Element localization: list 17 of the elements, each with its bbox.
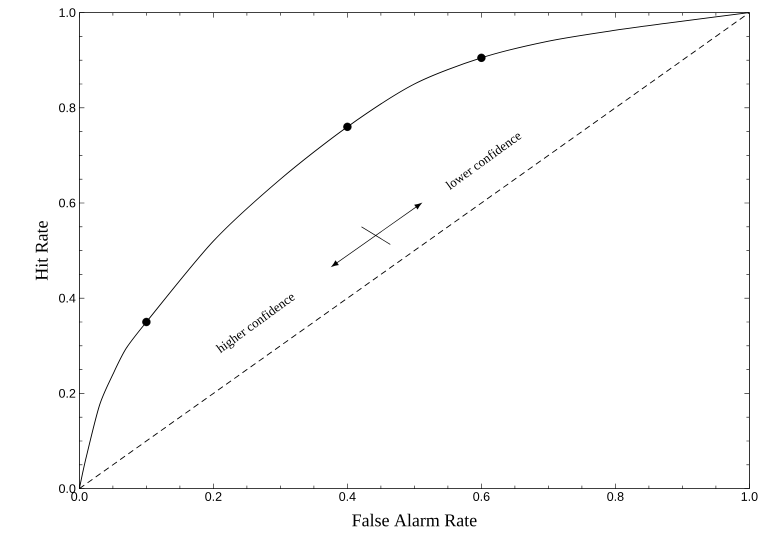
point: [343, 122, 352, 132]
x-axis-title: False Alarm Rate: [352, 514, 477, 526]
y-tick-label: 0.0: [59, 484, 76, 494]
x-tick-label: 0.2: [205, 492, 222, 501]
y-tick-label: 0.2: [59, 389, 76, 398]
x-tick-label: 0.4: [339, 492, 356, 501]
y-tick-label: 0.6: [59, 198, 76, 208]
y-tick-label: 0.4: [59, 294, 76, 303]
point: [477, 54, 486, 62]
x-tick-label: 0.8: [607, 492, 624, 501]
y-axis-title: Hit Rate: [36, 221, 48, 280]
x-tick-label: 1.0: [742, 492, 758, 501]
x-tick-label: 0.6: [473, 492, 490, 501]
point: [142, 318, 151, 326]
x-tick-label: 0.0: [71, 492, 88, 501]
y-tick-label: 1.0: [60, 8, 76, 18]
y-tick-label: 0.8: [59, 103, 76, 112]
